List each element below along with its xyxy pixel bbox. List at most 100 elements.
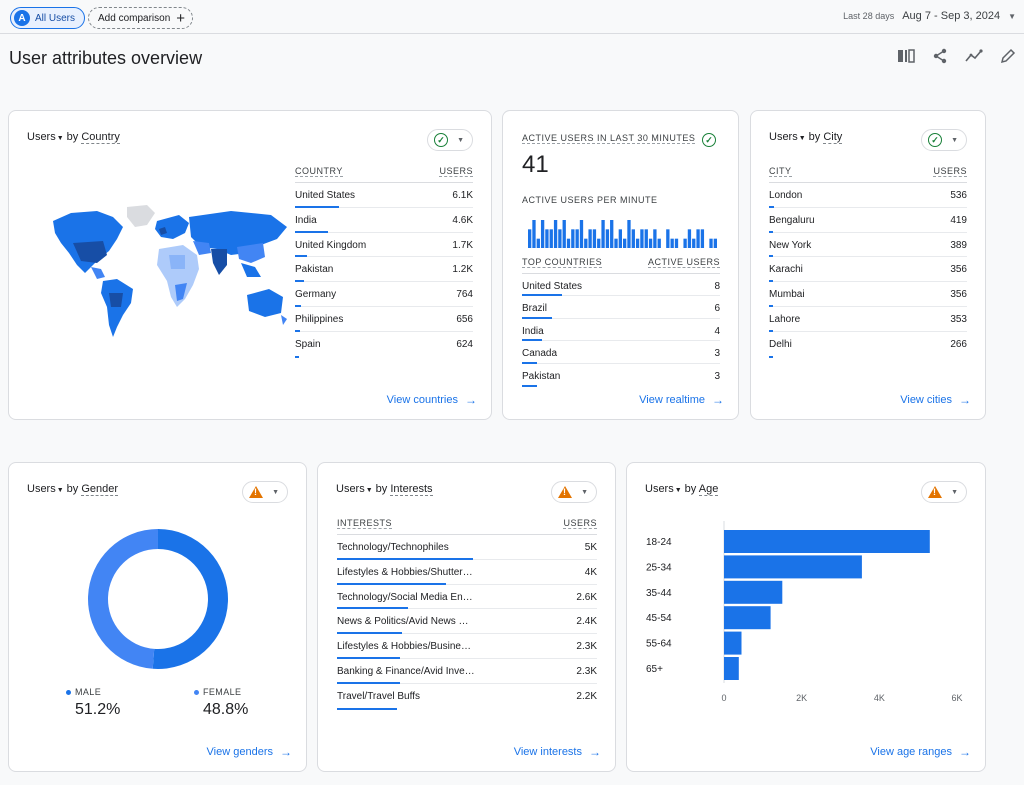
table-row[interactable]: Lifestyles & Hobbies/Busine… 2.3K: [337, 634, 597, 659]
table-row[interactable]: New York 389: [769, 233, 967, 258]
table-row[interactable]: Brazil 6: [522, 296, 720, 319]
minute-bar[interactable]: [674, 238, 679, 248]
minute-bar[interactable]: [588, 229, 592, 248]
column-header-users[interactable]: USERS: [563, 518, 597, 529]
male-slice[interactable]: [152, 529, 228, 669]
table-row[interactable]: United Kingdom 1.7K: [295, 233, 473, 258]
table-row[interactable]: Delhi 266: [769, 332, 967, 358]
data-quality-status[interactable]: ✓ ▼: [921, 129, 967, 151]
table-row[interactable]: Lifestyles & Hobbies/Shutter… 4K: [337, 560, 597, 585]
minute-bar[interactable]: [601, 220, 605, 248]
age-bar[interactable]: [724, 606, 771, 630]
table-row[interactable]: Germany 764: [295, 282, 473, 307]
minute-bar[interactable]: [635, 238, 640, 248]
minute-bar[interactable]: [605, 229, 610, 248]
age-bar[interactable]: [724, 555, 862, 579]
data-quality-status[interactable]: ✓: [698, 129, 720, 151]
table-row[interactable]: Pakistan 3: [522, 364, 720, 387]
table-row[interactable]: Karachi 356: [769, 257, 967, 283]
caret-down-icon[interactable]: ▼: [56, 135, 64, 142]
minute-bar[interactable]: [584, 238, 588, 248]
minute-bar[interactable]: [558, 229, 562, 248]
minute-bar[interactable]: [579, 220, 584, 248]
view-genders-link[interactable]: View genders →: [207, 745, 292, 759]
dimension-selector[interactable]: City: [823, 131, 843, 144]
minute-bar[interactable]: [540, 220, 545, 248]
table-row[interactable]: Technology/Technophiles 5K: [337, 535, 597, 560]
minute-bar[interactable]: [610, 220, 614, 248]
column-header-top-countries[interactable]: TOP COUNTRIES: [522, 257, 603, 268]
caret-down-icon[interactable]: ▼: [56, 487, 64, 494]
minute-bar[interactable]: [614, 238, 618, 248]
share-icon[interactable]: [930, 46, 950, 66]
minute-bar[interactable]: [683, 238, 687, 248]
minute-bar[interactable]: [666, 229, 670, 248]
column-header-city[interactable]: CITY: [769, 166, 792, 177]
caret-down-icon[interactable]: ▼: [798, 135, 806, 142]
minute-bar[interactable]: [696, 229, 700, 248]
view-realtime-link[interactable]: View realtime →: [639, 393, 724, 407]
insights-icon[interactable]: [964, 46, 984, 66]
minute-bar[interactable]: [566, 238, 571, 248]
minute-bar[interactable]: [562, 220, 566, 248]
minute-bar[interactable]: [657, 238, 661, 248]
dimension-selector[interactable]: Age: [698, 483, 719, 496]
minute-bar[interactable]: [644, 229, 648, 248]
all-users-chip[interactable]: A All Users: [10, 7, 86, 29]
table-row[interactable]: News & Politics/Avid News … 2.4K: [337, 609, 597, 635]
metric-selector[interactable]: Users: [27, 483, 56, 495]
minute-bar[interactable]: [648, 238, 653, 248]
column-header-users[interactable]: USERS: [933, 166, 967, 177]
dimension-selector[interactable]: Country: [81, 131, 120, 144]
data-quality-status[interactable]: ▼: [921, 481, 967, 503]
caret-down-icon[interactable]: ▼: [365, 487, 373, 494]
minute-bar[interactable]: [545, 229, 549, 248]
minute-bar[interactable]: [623, 238, 627, 248]
table-row[interactable]: Philippines 656: [295, 307, 473, 332]
age-bar[interactable]: [724, 657, 739, 680]
minute-bar[interactable]: [618, 229, 622, 248]
edit-icon[interactable]: [998, 46, 1018, 66]
table-row[interactable]: Travel/Travel Buffs 2.2K: [337, 684, 597, 710]
minute-bar[interactable]: [640, 229, 644, 248]
minute-bar[interactable]: [692, 238, 696, 248]
minute-bar[interactable]: [536, 238, 540, 248]
view-cities-link[interactable]: View cities →: [900, 393, 971, 407]
table-row[interactable]: India 4.6K: [295, 208, 473, 233]
minute-bar[interactable]: [553, 220, 558, 248]
view-countries-link[interactable]: View countries →: [387, 393, 477, 407]
minute-bar[interactable]: [631, 229, 635, 248]
table-row[interactable]: Mumbai 356: [769, 282, 967, 307]
minute-bar[interactable]: [575, 229, 579, 248]
table-row[interactable]: Banking & Finance/Avid Inve… 2.3K: [337, 659, 597, 684]
table-row[interactable]: London 536: [769, 183, 967, 208]
minute-bar[interactable]: [571, 229, 575, 248]
metric-selector[interactable]: Users: [769, 131, 798, 143]
table-row[interactable]: Technology/Social Media En… 2.6K: [337, 585, 597, 610]
age-bar[interactable]: [724, 530, 930, 553]
age-bar[interactable]: [724, 580, 783, 604]
table-row[interactable]: Bengaluru 419: [769, 208, 967, 233]
minute-bar[interactable]: [549, 229, 553, 248]
data-quality-status[interactable]: ▼: [551, 481, 597, 503]
minute-bar[interactable]: [597, 238, 601, 248]
metric-selector[interactable]: Users: [27, 131, 56, 143]
female-slice[interactable]: [87, 529, 158, 669]
age-bar[interactable]: [724, 631, 742, 655]
minute-bar[interactable]: [670, 238, 674, 248]
table-row[interactable]: Canada 3: [522, 341, 720, 364]
table-row[interactable]: United States 8: [522, 274, 720, 297]
column-header-interests[interactable]: INTERESTS: [337, 518, 393, 529]
minute-bar[interactable]: [532, 220, 536, 248]
view-interests-link[interactable]: View interests →: [514, 745, 601, 759]
minute-bar[interactable]: [592, 229, 597, 248]
table-row[interactable]: India 4: [522, 319, 720, 342]
minute-bar[interactable]: [528, 229, 532, 248]
add-comparison-button[interactable]: Add comparison +: [88, 7, 194, 29]
table-row[interactable]: United States 6.1K: [295, 183, 473, 208]
column-header-users[interactable]: USERS: [439, 166, 473, 177]
caret-down-icon[interactable]: ▼: [674, 487, 682, 494]
column-header-active-users[interactable]: ACTIVE USERS: [647, 257, 720, 268]
minute-bar[interactable]: [653, 229, 657, 248]
table-row[interactable]: Spain 624: [295, 332, 473, 358]
